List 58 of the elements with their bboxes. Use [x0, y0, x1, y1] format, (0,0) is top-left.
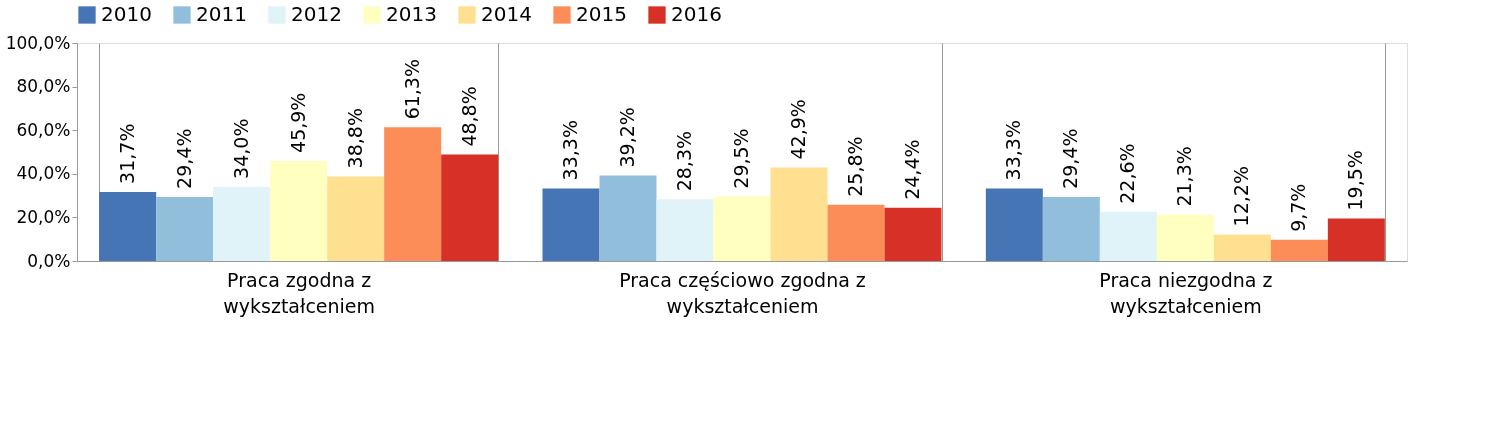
y-tick-label: 40,0%: [16, 163, 71, 184]
bar: [327, 176, 385, 261]
legend-label: 2010: [101, 2, 152, 26]
bar: [884, 207, 942, 261]
data-label: 34,0%: [229, 118, 252, 179]
data-label: 21,3%: [1173, 146, 1196, 207]
bar: [1099, 211, 1157, 261]
data-label: 42,9%: [787, 99, 809, 160]
legend-label: 2015: [576, 2, 627, 26]
bar: [1270, 239, 1328, 261]
bar: [985, 188, 1043, 261]
bar: [713, 196, 771, 261]
data-label: 33,3%: [1002, 120, 1025, 181]
y-tick-label: 60,0%: [16, 119, 71, 140]
data-label: 24,4%: [901, 139, 923, 200]
bar: [542, 188, 600, 261]
data-label: 12,2%: [1230, 166, 1253, 227]
bar: [270, 160, 328, 261]
data-label: 28,3%: [673, 130, 695, 192]
legend-label: 2016: [671, 2, 722, 26]
legend-label: 2014: [481, 2, 532, 26]
bar: [156, 196, 214, 261]
data-label: 25,8%: [844, 136, 866, 197]
data-label: 9,7%: [1287, 183, 1310, 232]
x-tick-label: Praca zgodna z wykształceniem: [223, 268, 376, 317]
data-label: 22,6%: [1116, 143, 1139, 204]
bar: [599, 175, 657, 261]
bar: [656, 199, 714, 261]
y-tick-label: 0,0%: [27, 250, 71, 271]
legend-label: 2013: [386, 2, 437, 26]
legend-label: 2012: [291, 2, 342, 26]
bar: [441, 154, 499, 261]
data-label: 29,4%: [172, 128, 195, 189]
data-label: 29,4%: [1059, 128, 1082, 189]
bar: [1156, 214, 1214, 261]
y-tick-label: 20,0%: [16, 206, 71, 227]
x-tick-label: Praca niezgodna z wykształceniem: [1099, 268, 1273, 317]
y-tick-label: 100,0%: [5, 32, 71, 53]
data-label: 29,5%: [730, 128, 752, 189]
data-label: 38,8%: [343, 108, 366, 169]
bar: [1327, 218, 1385, 261]
data-label: 39,2%: [616, 107, 638, 168]
legend-label: 2011: [196, 2, 247, 26]
bar: [1213, 234, 1271, 261]
data-label: 61,3%: [400, 59, 423, 120]
y-tick-label: 80,0%: [16, 76, 71, 97]
bar: [827, 204, 885, 261]
data-label: 45,9%: [286, 92, 309, 153]
x-tick-label: Praca częściowo zgodna z wykształceniem: [619, 268, 866, 317]
data-label: 19,5%: [1344, 150, 1367, 211]
data-label: 48,8%: [457, 86, 480, 147]
bar: [1042, 196, 1100, 261]
bar: [213, 186, 271, 261]
bar: [770, 167, 828, 261]
data-label: 31,7%: [115, 123, 138, 184]
data-label: 33,3%: [559, 120, 581, 181]
bar: [384, 127, 442, 261]
bar: [99, 191, 157, 261]
